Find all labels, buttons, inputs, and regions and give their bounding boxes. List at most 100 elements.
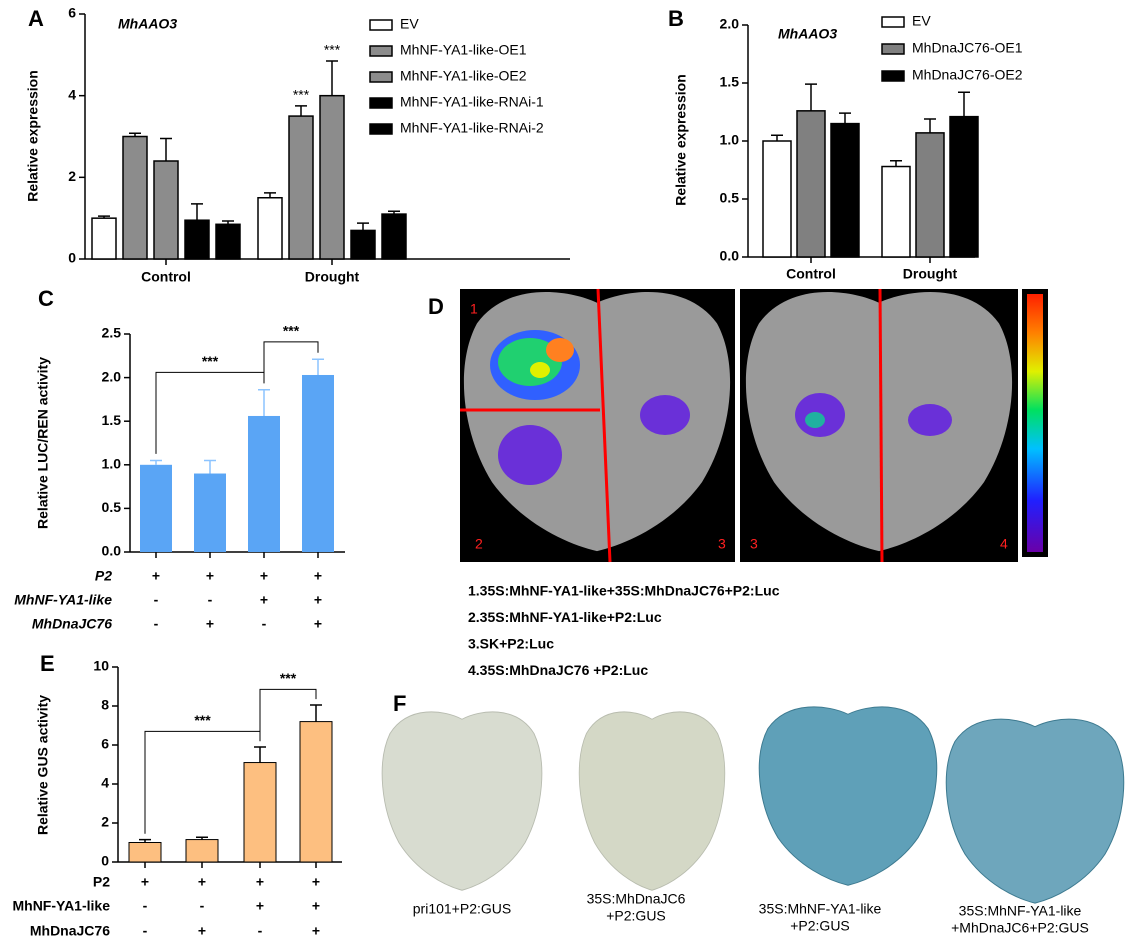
y-tick-label: 0.5 xyxy=(102,499,122,515)
condition-mark: + xyxy=(260,592,268,608)
error-bar xyxy=(771,134,783,141)
leaf-number: 4 xyxy=(1000,536,1008,552)
bar xyxy=(762,140,792,258)
error-bar xyxy=(264,192,276,198)
legend-label: MhNF-YA1-like-RNAi-1 xyxy=(400,94,544,110)
caption: pri101+P2:GUS xyxy=(413,901,511,917)
significance: *** xyxy=(283,323,300,339)
significance: *** xyxy=(202,353,219,369)
condition-mark: + xyxy=(314,568,322,584)
legend-swatch xyxy=(881,70,905,82)
legend-swatch xyxy=(369,123,393,135)
condition-mark: - xyxy=(154,616,159,632)
condition-name: MhDnaJC76 xyxy=(32,616,112,632)
bar xyxy=(302,374,334,552)
bar xyxy=(215,223,241,260)
condition-mark: + xyxy=(314,616,322,632)
caption: 35S:MhNF-YA1-like xyxy=(759,901,882,917)
caption: +MhDnaJC6+P2:GUS xyxy=(951,920,1089,936)
y-tick-label: 2 xyxy=(101,814,109,830)
condition-name: MhNF-YA1-like xyxy=(14,592,112,608)
x-tick-label: Drought xyxy=(903,266,958,282)
y-tick-label: 8 xyxy=(101,697,109,713)
caption: 35S:MhDnaJC6 xyxy=(587,891,686,907)
bar xyxy=(881,165,911,258)
y-tick-label: 4 xyxy=(101,775,109,791)
condition-name: P2 xyxy=(95,568,112,584)
panel-label: A xyxy=(28,6,44,31)
legend-label: MhNF-YA1-like-OE2 xyxy=(400,68,527,84)
error-bar xyxy=(924,118,936,133)
caption: 35S:MhNF-YA1-like xyxy=(959,903,1082,919)
bar xyxy=(91,217,117,260)
bar xyxy=(194,473,226,552)
condition-mark: + xyxy=(152,568,160,584)
bar xyxy=(299,721,333,863)
condition-mark: + xyxy=(312,874,320,890)
condition-mark: - xyxy=(208,592,213,608)
error-bar xyxy=(890,159,902,167)
caption: +P2:GUS xyxy=(790,918,850,934)
condition-mark: + xyxy=(260,568,268,584)
bar xyxy=(350,229,376,260)
x-tick-label: Drought xyxy=(305,269,360,285)
condition-mark: - xyxy=(258,923,263,939)
legend-line: 3.SK+P2:Luc xyxy=(468,636,554,652)
y-tick-label: 2.5 xyxy=(102,325,122,341)
error-bar xyxy=(222,220,234,225)
error-bar xyxy=(258,389,270,416)
leaf-number: 3 xyxy=(718,536,726,552)
condition-mark: - xyxy=(143,898,148,914)
error-bar xyxy=(310,704,322,722)
bar xyxy=(122,135,148,260)
significance-bracket xyxy=(155,371,265,454)
condition-mark: - xyxy=(262,616,267,632)
y-axis-label: Relative LUC/REN activity xyxy=(35,357,51,529)
bar xyxy=(257,197,283,260)
error-bar xyxy=(204,459,216,474)
error-bar xyxy=(958,91,970,117)
bar xyxy=(128,842,162,863)
y-tick-label: 0 xyxy=(68,250,76,266)
legend-label: MhNF-YA1-like-RNAi-2 xyxy=(400,120,544,136)
y-tick-label: 0.0 xyxy=(102,543,122,559)
x-tick-label: Control xyxy=(786,266,836,282)
significance: *** xyxy=(280,670,297,686)
legend-line: 4.35S:MhDnaJC76 +P2:Luc xyxy=(468,662,648,678)
bar xyxy=(185,839,219,863)
bar xyxy=(153,160,179,260)
annotation: MhAAO3 xyxy=(118,16,177,32)
legend-swatch xyxy=(369,71,393,83)
error-bar xyxy=(295,105,307,117)
condition-mark: + xyxy=(206,568,214,584)
y-tick-label: 1.0 xyxy=(102,456,122,472)
bar xyxy=(288,115,314,260)
y-tick-label: 2.0 xyxy=(102,368,122,384)
condition-mark: + xyxy=(314,592,322,608)
error-bar xyxy=(357,222,369,231)
panel-label: B xyxy=(668,6,684,31)
condition-mark: + xyxy=(198,923,206,939)
y-axis-label: Relative expression xyxy=(25,70,41,202)
bar xyxy=(915,132,945,258)
caption: +P2:GUS xyxy=(606,908,666,924)
significance-bracket xyxy=(263,341,319,384)
legend-swatch xyxy=(369,45,393,57)
gus-stained-leaves xyxy=(381,706,1125,904)
error-bar xyxy=(129,132,141,137)
legend-swatch xyxy=(369,19,393,31)
y-tick-label: 0.5 xyxy=(720,190,740,206)
legend-swatch xyxy=(881,43,905,55)
leaf-number: 2 xyxy=(475,536,483,552)
condition-name: P2 xyxy=(93,874,110,890)
condition-mark: + xyxy=(198,874,206,890)
leaf-number: 1 xyxy=(470,301,478,317)
panel-label: E xyxy=(40,651,55,676)
error-bar xyxy=(805,83,817,111)
legend-label: EV xyxy=(400,16,419,32)
luciferase-image xyxy=(460,288,1048,563)
legend-label: MhDnaJC76-OE1 xyxy=(912,40,1023,56)
legend-swatch xyxy=(369,97,393,109)
y-tick-label: 2.0 xyxy=(720,16,740,32)
